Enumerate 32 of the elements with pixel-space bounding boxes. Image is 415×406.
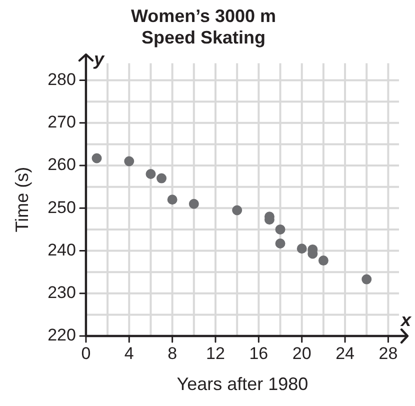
y-tick-label: 270 — [48, 112, 76, 132]
x-tick-label: 12 — [206, 344, 225, 363]
point — [296, 244, 307, 254]
point — [188, 198, 199, 209]
y-tick-label: 250 — [48, 198, 76, 217]
point — [232, 205, 242, 216]
y-tick-label: 230 — [48, 283, 76, 302]
annotation: y — [92, 49, 105, 70]
y-tick-label: 280 — [48, 70, 76, 89]
y-axis-title: Time (s) — [12, 166, 32, 232]
y-tick-label: 240 — [48, 240, 76, 260]
point — [124, 156, 134, 166]
x-tick-label: 16 — [249, 344, 268, 363]
x-axis-title: Years after 1980 — [176, 374, 308, 394]
text: x — [400, 310, 412, 330]
x-tick-label: 20 — [292, 344, 312, 363]
point — [362, 274, 372, 284]
point — [167, 194, 178, 205]
chart-title: Women’s 3000 m Speed Skating — [130, 6, 276, 48]
point — [156, 173, 167, 184]
y-tick-label: 260 — [48, 155, 76, 174]
x-tick-label: 4 — [124, 344, 134, 363]
point — [275, 224, 286, 234]
x-tick-label: 28 — [378, 344, 398, 363]
x-tick-label: 8 — [168, 344, 178, 363]
point — [92, 153, 102, 164]
x-tick-label: 24 — [336, 344, 354, 363]
point — [318, 256, 328, 266]
x-tick-label: 0 — [81, 344, 91, 363]
point — [146, 169, 156, 180]
point — [275, 238, 286, 249]
y-tick-label: 220 — [48, 326, 76, 345]
